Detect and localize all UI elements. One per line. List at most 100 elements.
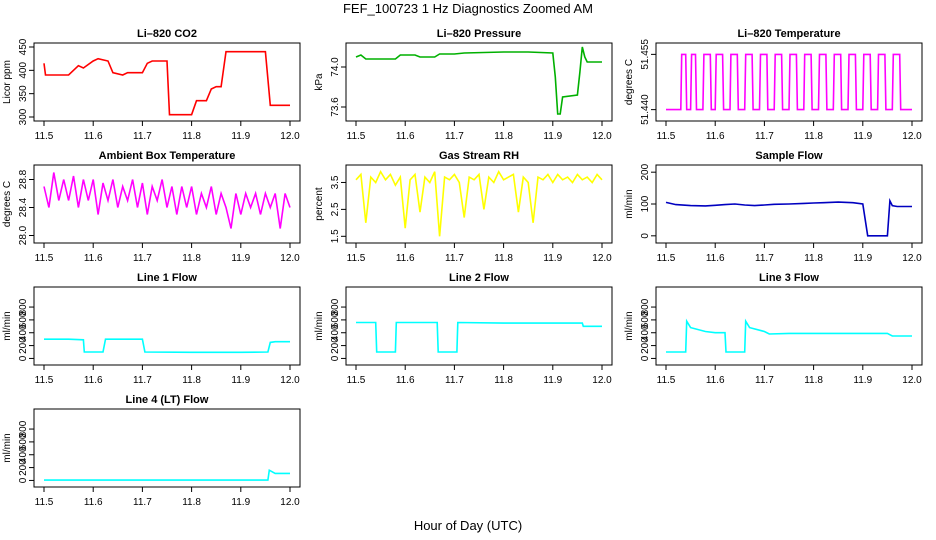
x-tick-label: 11.8: [494, 131, 513, 142]
x-tick-label: 11.7: [445, 253, 464, 264]
panel-title: Sample Flow: [755, 150, 823, 162]
y-tick-label: 200: [18, 337, 29, 354]
panel-title: Line 1 Flow: [137, 272, 197, 284]
y-tick-label: 600: [330, 311, 341, 328]
y-axis-label: ml/min: [624, 311, 635, 340]
y-tick-label: 73.6: [330, 97, 341, 117]
y-tick-label: 600: [18, 311, 29, 328]
x-tick-label: 11.7: [133, 253, 152, 264]
panel-7: Line 1 Flow 11.5 11.6 11.7 11.8 11.9 12.0 02004…: [2, 272, 301, 386]
plot-frame: [345, 42, 613, 122]
x-tick-label: 12.0: [592, 375, 612, 386]
y-axis-label: ml/min: [314, 311, 325, 340]
x-tick-label: 11.7: [133, 375, 152, 386]
series-line: [44, 338, 290, 354]
plot-frame: [33, 164, 301, 244]
panel-8: Line 2 Flow 11.5 11.6 11.7 11.8 11.9 12.0 02004…: [314, 272, 613, 386]
panel-5: Gas Stream RH 11.5 11.6 11.7 11.8 11.9 12.0 1.5…: [314, 150, 613, 264]
x-tick-label: 11.5: [35, 497, 54, 508]
panel-2: Li–820 Pressure 11.5 11.6 11.7 11.8 11.9 12.0 7…: [314, 28, 613, 142]
x-tick-label: 11.9: [853, 131, 872, 142]
y-tick-label: 74.0: [330, 57, 341, 77]
y-tick-label: 28.8: [18, 169, 29, 189]
series-line: [666, 318, 912, 353]
y-tick-label: 200: [18, 459, 29, 476]
y-tick-label: 300: [18, 108, 29, 125]
x-tick-label: 11.6: [84, 497, 103, 508]
plot-frame: [655, 286, 923, 366]
x-tick-label: 11.5: [35, 375, 54, 386]
panel-9: Line 3 Flow 11.5 11.6 11.7 11.8 11.9 12.0 02004…: [624, 272, 923, 386]
x-tick-label: 11.8: [182, 375, 201, 386]
y-tick-label: 400: [18, 324, 29, 341]
x-tick-label: 12.0: [902, 131, 922, 142]
y-tick-label: 28.0: [18, 225, 29, 245]
y-tick-label: 800: [18, 298, 29, 315]
x-tick-label: 11.8: [804, 253, 823, 264]
y-tick-label: 28.4: [18, 197, 29, 217]
x-tick-label: 11.9: [543, 131, 562, 142]
series-line: [355, 169, 603, 237]
x-tick-label: 11.9: [853, 253, 872, 264]
panel-title: Li–820 CO2: [137, 28, 197, 40]
y-tick-label: 3.5: [330, 175, 341, 189]
series-line: [355, 46, 602, 115]
x-tick-label: 11.6: [84, 253, 103, 264]
y-tick-label: 51.455: [640, 39, 651, 70]
series-line: [666, 53, 912, 111]
panel-title: Line 4 (LT) Flow: [126, 394, 209, 406]
y-tick-label: 2.5: [330, 202, 341, 216]
y-tick-label: 0: [640, 355, 651, 361]
x-tick-label: 11.5: [35, 253, 54, 264]
y-tick-label: 800: [18, 420, 29, 437]
x-tick-label: 11.9: [853, 375, 872, 386]
x-tick-label: 11.7: [755, 131, 774, 142]
x-tick-label: 11.9: [231, 253, 250, 264]
panel-title: Li–820 Pressure: [437, 28, 521, 40]
y-tick-label: 400: [18, 446, 29, 463]
x-tick-label: 11.5: [657, 131, 676, 142]
panel-title: Line 3 Flow: [759, 272, 819, 284]
x-tick-label: 11.6: [706, 375, 725, 386]
y-tick-label: 800: [640, 298, 651, 315]
plot-frame: [33, 408, 301, 488]
y-axis-label: ml/min: [624, 189, 635, 218]
y-tick-label: 0: [18, 477, 29, 483]
y-tick-label: 51.440: [640, 94, 651, 125]
x-tick-label: 11.5: [347, 131, 366, 142]
series-line: [43, 50, 290, 116]
y-tick-label: 800: [330, 298, 341, 315]
x-tick-label: 11.7: [445, 375, 464, 386]
y-axis-label: degrees C: [624, 59, 635, 105]
panel-1: Li–820 CO2 11.5 11.6 11.7 11.8 11.9 12.0 300 350…: [2, 28, 301, 142]
panel-title: Ambient Box Temperature: [99, 150, 236, 162]
panel-6: Sample Flow 11.5 11.6 11.7 11.8 11.9 12.0 0 100 2…: [624, 150, 923, 264]
panel-4: Ambient Box Temperature 11.5 11.6 11.7 11.8 1…: [2, 150, 301, 264]
y-tick-label: 200: [330, 337, 341, 354]
y-tick-label: 200: [640, 163, 651, 180]
y-axis-label: ml/min: [2, 433, 13, 462]
plot-frame: [345, 286, 613, 366]
y-axis-label: ml/min: [2, 311, 13, 340]
series-line: [356, 321, 602, 353]
x-tick-label: 12.0: [280, 497, 300, 508]
x-tick-label: 12.0: [280, 131, 300, 142]
x-tick-label: 11.8: [182, 253, 201, 264]
x-tick-label: 11.6: [396, 375, 415, 386]
x-tick-label: 12.0: [592, 131, 612, 142]
x-tick-label: 12.0: [280, 375, 300, 386]
x-tick-label: 11.9: [543, 375, 562, 386]
x-tick-label: 11.7: [133, 497, 152, 508]
plot-frame: [655, 42, 923, 122]
x-tick-label: 11.6: [396, 253, 415, 264]
panel-title: Gas Stream RH: [439, 150, 519, 162]
x-tick-label: 11.8: [804, 375, 823, 386]
y-tick-label: 400: [18, 62, 29, 79]
x-tick-label: 12.0: [902, 253, 922, 264]
x-tick-label: 11.5: [657, 375, 676, 386]
plot-frame: [33, 42, 301, 122]
y-tick-label: 350: [18, 85, 29, 102]
figure-title: FEF_100723 1 Hz Diagnostics Zoomed AM: [342, 1, 593, 16]
